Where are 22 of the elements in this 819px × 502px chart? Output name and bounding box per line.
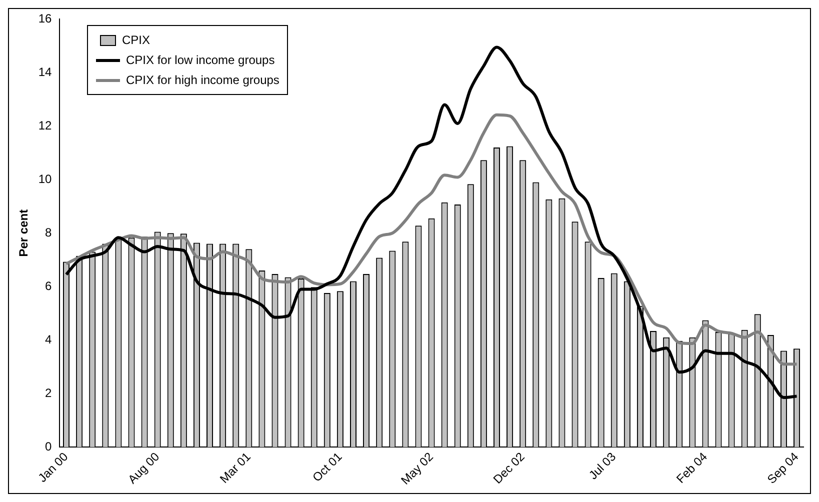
line-series — [64, 113, 798, 366]
x-tick-label: May 02 — [398, 449, 436, 488]
y-tick-label: 14 — [38, 64, 52, 79]
legend-label: CPIX for high income groups — [126, 73, 280, 87]
y-tick-label: 10 — [38, 172, 52, 186]
x-tick-label: Sep 04 — [764, 449, 802, 486]
x-tick-label: Jul 03 — [586, 449, 619, 482]
x-tick-label: Oct 01 — [310, 449, 345, 485]
y-tick-label: 6 — [45, 278, 52, 293]
x-tick-label: Dec 02 — [490, 449, 528, 486]
y-axis-title: Per cent — [16, 209, 31, 257]
y-tick-label: 4 — [45, 332, 52, 346]
x-tick-label: Aug 00 — [125, 449, 162, 486]
y-tick-label: 8 — [45, 225, 52, 240]
legend-label: CPIX — [122, 33, 150, 47]
x-tick-label: Mar 01 — [217, 449, 254, 486]
y-tick-label: 12 — [38, 118, 52, 132]
legend-label: CPIX for low income groups — [126, 53, 275, 67]
y-tick-label: 0 — [45, 439, 52, 454]
x-tick-label: Feb 04 — [674, 449, 710, 486]
y-tick-label: 16 — [38, 12, 52, 26]
y-tick-label: 2 — [45, 386, 52, 400]
